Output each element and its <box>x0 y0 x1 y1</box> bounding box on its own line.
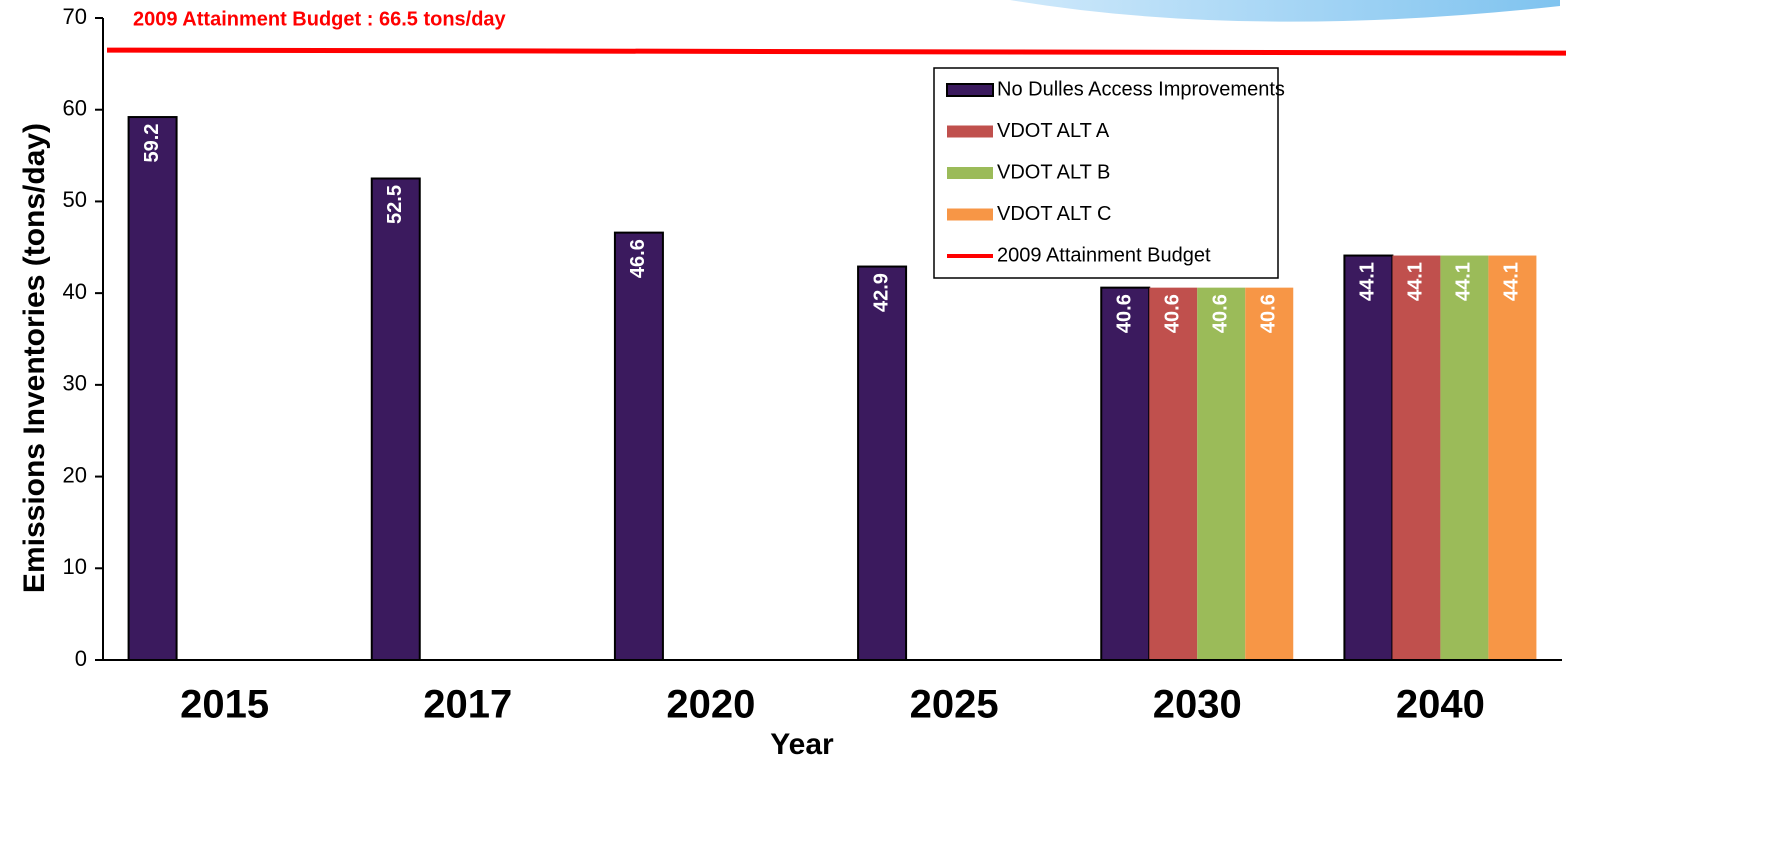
y-tick-label: 40 <box>63 279 87 304</box>
bar <box>370 177 421 661</box>
value-label: 46.6 <box>627 239 649 278</box>
y-tick-label: 20 <box>63 462 87 487</box>
bar <box>1245 287 1294 660</box>
value-label: 44.1 <box>1405 262 1427 301</box>
value-label: 42.9 <box>870 273 892 312</box>
x-axis-title: Year <box>770 728 834 761</box>
y-tick-label: 60 <box>63 96 87 121</box>
value-label: 44.1 <box>1357 262 1379 301</box>
bar <box>857 265 908 661</box>
x-tick-label: 2020 <box>666 683 755 727</box>
y-axis-title: Emissions Inventories (tons/day) <box>18 123 51 593</box>
legend-swatch <box>946 83 994 97</box>
legend-label: No Dulles Access Improvements <box>997 78 1285 100</box>
x-tick-label: 2015 <box>180 683 269 727</box>
bar <box>1149 287 1198 660</box>
value-label: 52.5 <box>384 185 406 224</box>
value-label: 44.1 <box>1501 262 1523 301</box>
x-tick-label: 2017 <box>423 683 512 727</box>
y-tick-label: 0 <box>75 646 87 671</box>
x-tick-label: 2025 <box>910 683 999 727</box>
legend-label: VDOT ALT C <box>997 203 1111 225</box>
legend-swatch <box>947 125 993 138</box>
value-label: 40.6 <box>1210 294 1232 333</box>
bar <box>1197 287 1246 660</box>
legend-swatch <box>947 208 993 221</box>
bar <box>1440 255 1489 661</box>
y-tick-label: 70 <box>63 4 87 29</box>
y-tick-label: 30 <box>63 371 87 396</box>
x-tick-label: 2030 <box>1153 683 1242 727</box>
legend-label: VDOT ALT A <box>997 120 1110 142</box>
legend-swatch <box>947 167 993 179</box>
legend-box <box>933 67 1279 279</box>
y-tick-label: 10 <box>63 554 87 579</box>
x-tick-label: 2040 <box>1396 683 1485 727</box>
bar <box>127 116 178 661</box>
value-label: 40.6 <box>1114 294 1136 333</box>
bar <box>613 231 664 662</box>
reference-line <box>106 47 1567 56</box>
annotation: 2009 Attainment Budget : 66.5 tons/day <box>133 8 507 30</box>
decoration <box>1010 0 1560 22</box>
legend-label: 2009 Attainment Budget <box>997 244 1211 266</box>
value-label: 40.6 <box>1162 294 1184 333</box>
value-label: 59.2 <box>141 124 163 163</box>
bar <box>1100 286 1151 661</box>
bar <box>1343 254 1394 661</box>
y-tick-label: 50 <box>63 187 87 212</box>
value-label: 44.1 <box>1453 262 1475 301</box>
bar <box>1488 255 1537 661</box>
value-label: 40.6 <box>1258 294 1280 333</box>
bar <box>1392 255 1441 661</box>
legend-label: VDOT ALT B <box>997 161 1110 183</box>
